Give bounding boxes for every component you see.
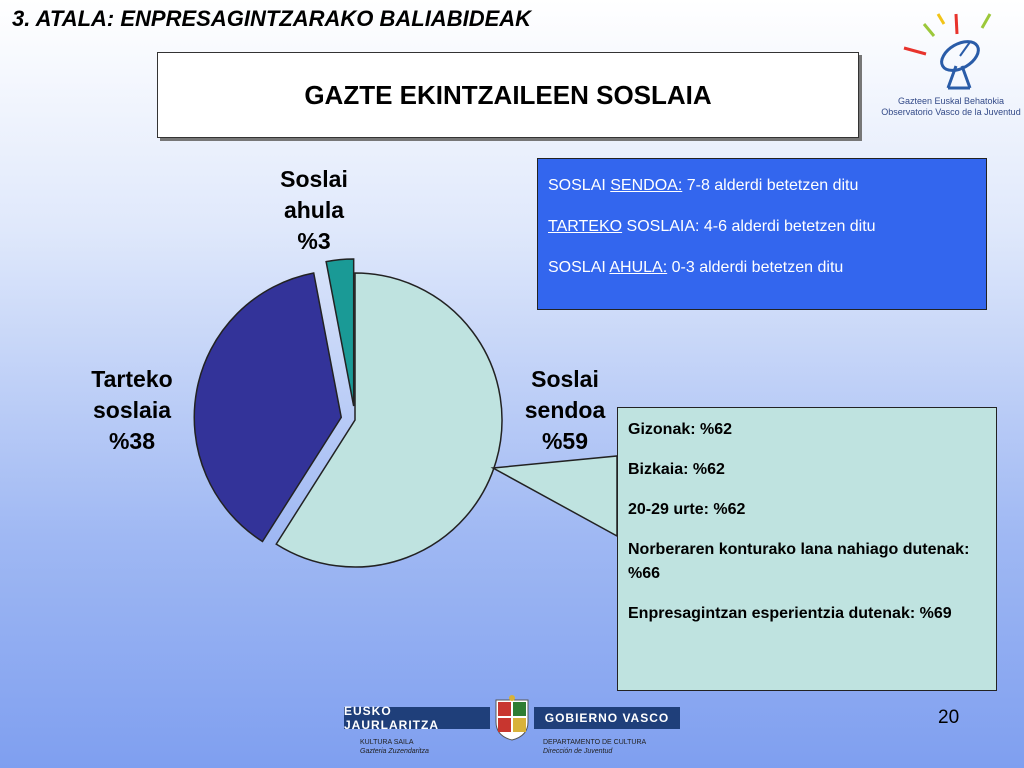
pie-slice-0 [275, 272, 503, 568]
legend-underlined: AHULA: [609, 259, 668, 276]
logo-line-2: Observatorio Vasco de la Juventud [881, 107, 1021, 117]
legend-text: SOSLAI [548, 259, 610, 276]
legend-line-ahula: SOSLAI AHULA: 0-3 alderdi betetzen ditu [548, 259, 986, 277]
footer-right-line-1: DEPARTAMENTO DE CULTURA [543, 739, 647, 746]
pie-slice-2 [325, 258, 355, 407]
pie-slice-1 [193, 272, 343, 543]
footer-right-line-2: Dirección de Juventud [543, 748, 613, 755]
footer-bar-left-text: EUSKO JAURLARITZA [344, 704, 439, 732]
legend-text: SOSLAI [548, 177, 611, 194]
stats-item: 20-29 urte: %62 [628, 501, 746, 518]
legend-text: 7-8 alderdi betetzen ditu [682, 177, 859, 194]
pie-label-line: ahula [283, 197, 345, 223]
footer-left-line-1: KULTURA SAILA [360, 739, 414, 746]
footer-bar-left: EUSKO JAURLARITZA [344, 704, 490, 732]
pie-label-line: sendoa [524, 397, 606, 423]
logo-text: Gazteen Euskal Behatokia Observatorio Va… [878, 96, 1024, 118]
footer-left-small: KULTURA SAILA Gazteria Zuzendaritza [360, 738, 429, 756]
pie-label-line: Tarteko [91, 366, 173, 392]
pie-label-line: Soslai [531, 366, 599, 392]
footer-left-line-2: Gazteria Zuzendaritza [360, 748, 429, 755]
legend-text: SOSLAIA: 4-6 alderdi betetzen ditu [622, 218, 876, 235]
page-number: 20 [938, 707, 960, 728]
stats-callout-box: Gizonak: %62 Bizkaia: %62 20-29 urte: %6… [617, 407, 997, 691]
legend-text: 0-3 alderdi betetzen ditu [667, 259, 844, 276]
footer-bar-right-text: GOBIERNO VASCO [544, 711, 670, 725]
footer-right-small: DEPARTAMENTO DE CULTURA Dirección de Juv… [543, 738, 646, 756]
stats-item: Norberaren konturako lana nahiago dutena… [628, 541, 970, 582]
pie-label-line: Soslai [280, 166, 348, 192]
stats-item: Enpresagintzan esperientzia dutenak: %69 [628, 605, 952, 622]
footer-bar-right: GOBIERNO VASCO [534, 707, 680, 729]
pie-label-line: soslaia [93, 397, 171, 423]
legend-box: SOSLAI SENDOA: 7-8 alderdi betetzen ditu… [537, 158, 987, 310]
coat-of-arms-icon [495, 695, 529, 741]
callout-pointer [490, 455, 618, 538]
pie-label-line: %59 [541, 428, 589, 454]
logo-line-1: Gazteen Euskal Behatokia [897, 96, 1005, 106]
slide-title-box: GAZTE EKINTZAILEEN SOSLAIA [157, 52, 859, 138]
section-header: 3. ATALA: ENPRESAGINTZARAKO BALIABIDEAK [12, 6, 532, 31]
stats-item: Bizkaia: %62 [628, 461, 725, 478]
legend-line-sendoa: SOSLAI SENDOA: 7-8 alderdi betetzen ditu [548, 177, 986, 195]
legend-underlined: SENDOA: [610, 177, 683, 194]
slide-title: GAZTE EKINTZAILEEN SOSLAIA [304, 79, 712, 110]
stats-item: Gizonak: %62 [628, 421, 733, 438]
pie-label-line: %38 [108, 428, 156, 454]
pie-label-soslai-ahula: Soslai ahula %3 [254, 164, 374, 257]
pie-label-line: %3 [297, 228, 331, 254]
legend-line-tarteko: TARTEKO SOSLAIA: 4-6 alderdi betetzen di… [548, 218, 986, 236]
pie-label-tarteko-soslaia: Tarteko soslaia %38 [72, 364, 192, 457]
legend-underlined: TARTEKO [548, 218, 623, 235]
pie-label-soslai-sendoa: Soslai sendoa %59 [505, 364, 625, 457]
satellite-dish-icon [903, 13, 992, 90]
